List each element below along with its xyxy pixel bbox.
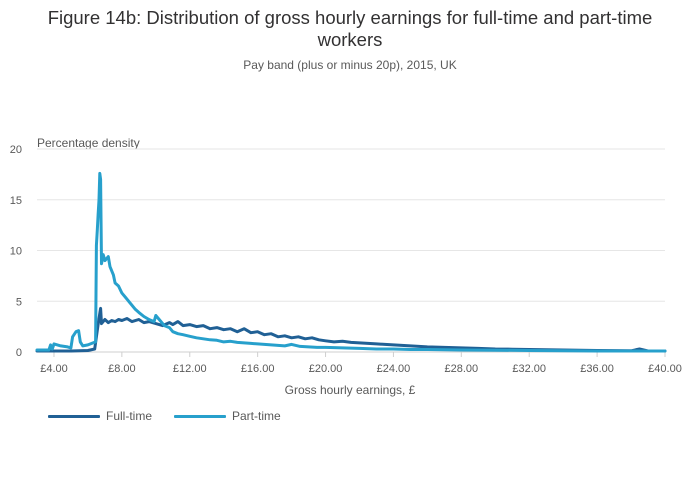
x-tick-label: £8.00: [108, 363, 136, 375]
x-tick-label: £36.00: [580, 363, 614, 375]
y-tick-label: 15: [10, 195, 22, 207]
x-tick-label: £16.00: [241, 363, 275, 375]
chart-subtitle: Pay band (plus or minus 20p), 2015, UK: [243, 58, 457, 72]
chart-title-line-2: workers: [317, 29, 383, 50]
series-line-part-time[interactable]: [35, 171, 667, 353]
y-tick-label: 10: [10, 246, 22, 258]
x-axis-label: Gross hourly earnings, £: [284, 383, 416, 397]
legend-swatch-part-time: [174, 415, 226, 418]
chart-title: Figure 14b: Distribution of gross hourly…: [0, 7, 700, 51]
y-tick-label: 20: [10, 144, 22, 156]
legend-label-full-time: Full-time: [106, 409, 153, 423]
x-tick-label: £40.00: [648, 363, 682, 375]
series-line-full-time[interactable]: [35, 306, 667, 353]
x-tick-labels: £4.00 £8.00 £12.00 £16.00 £20.00 £24.00 £28.00…: [40, 352, 682, 375]
gridlines: [37, 148, 665, 353]
y-tick-label: 0: [16, 347, 22, 359]
y-tick-labels: 0 5 10 15 20: [10, 144, 22, 359]
y-tick-label: 5: [16, 296, 22, 308]
y-axis-label: Percentage density: [37, 136, 140, 150]
legend-swatch-full-time: [48, 415, 100, 418]
x-tick-label: £28.00: [444, 363, 478, 375]
series-lines: [35, 171, 667, 353]
x-tick-label: £32.00: [512, 363, 546, 375]
x-tick-label: £20.00: [309, 363, 343, 375]
chart-title-line-1: Figure 14b: Distribution of gross hourly…: [47, 7, 653, 28]
x-tick-label: £24.00: [377, 363, 411, 375]
x-tick-label: £4.00: [40, 363, 68, 375]
x-tick-label: £12.00: [173, 363, 207, 375]
legend-label-part-time: Part-time: [232, 409, 281, 423]
